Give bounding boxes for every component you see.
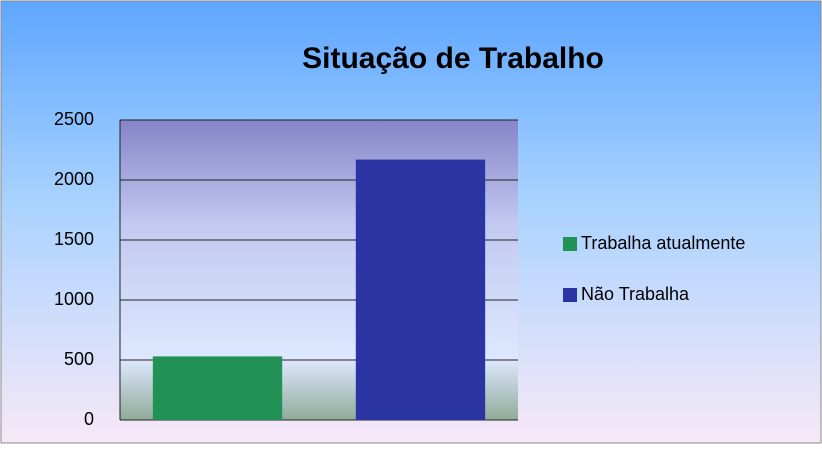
legend-swatch: [563, 237, 577, 251]
legend-label: Trabalha atualmente: [581, 233, 745, 253]
chart-title: Situação de Trabalho: [302, 42, 604, 75]
y-tick-label: 500: [64, 349, 94, 369]
y-tick-label: 1500: [54, 229, 94, 249]
y-tick-label: 0: [84, 409, 94, 429]
legend-swatch: [563, 288, 577, 302]
y-tick-label: 1000: [54, 289, 94, 309]
y-tick-label: 2000: [54, 169, 94, 189]
bar: [355, 159, 486, 420]
legend-label: Não Trabalha: [581, 284, 690, 304]
y-tick-label: 2500: [54, 109, 94, 129]
bar: [152, 356, 283, 420]
